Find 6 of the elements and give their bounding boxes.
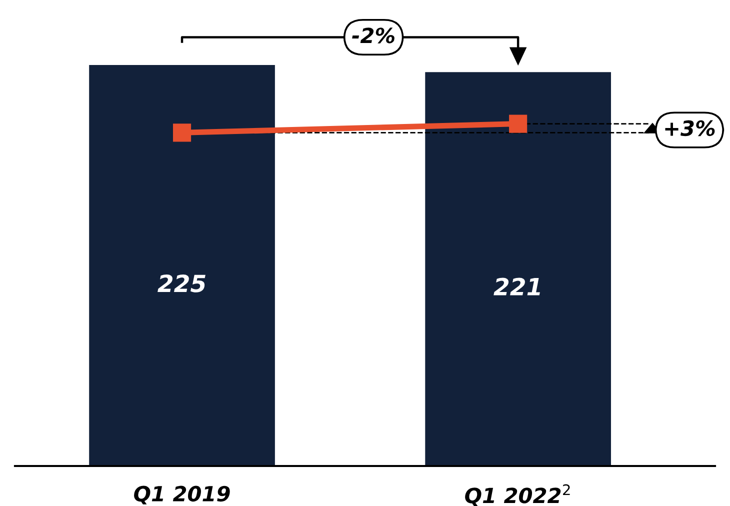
data-label: 225 (158, 274, 206, 292)
x-tick-label: Q1 2019 (134, 486, 230, 504)
x-tick-label: Q1 2022$^{2}$ (465, 484, 570, 506)
text: -2% (352, 28, 394, 44)
data-label: 221 (494, 278, 540, 296)
annotation: +3% (665, 120, 715, 136)
